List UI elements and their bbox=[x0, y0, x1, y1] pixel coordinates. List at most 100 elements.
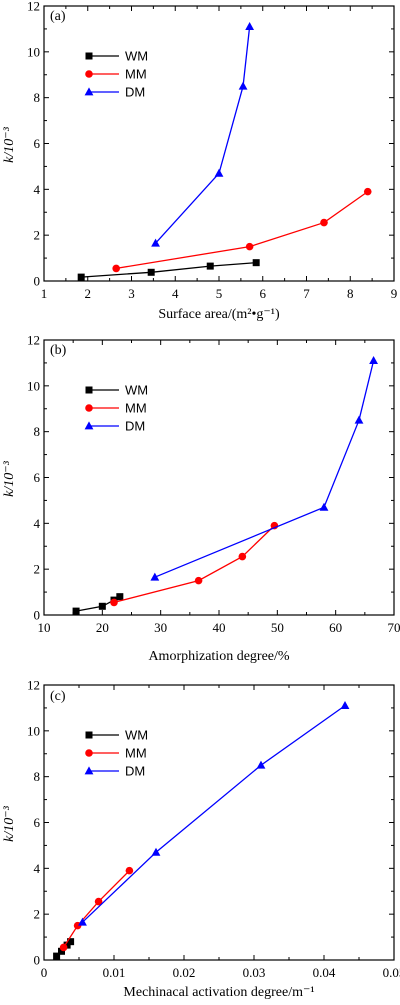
series-line bbox=[81, 262, 257, 278]
data-point bbox=[151, 847, 161, 856]
data-point bbox=[112, 264, 120, 273]
y-tick-label: 4 bbox=[34, 516, 41, 531]
x-tick-label: 0.02 bbox=[173, 965, 196, 980]
y-tick-label: 0 bbox=[34, 953, 41, 968]
series-wm bbox=[77, 259, 260, 281]
data-point bbox=[59, 943, 68, 952]
x-tick-label: 30 bbox=[154, 620, 167, 635]
x-tick-label: 0.04 bbox=[313, 965, 336, 980]
x-tick-label: 50 bbox=[271, 620, 284, 635]
data-point bbox=[151, 238, 160, 247]
data-point bbox=[67, 938, 75, 946]
y-tick-label: 2 bbox=[34, 562, 41, 577]
chart-panel-2: 10 20 30 40 50 60 70 0 2 4 6 8 10 12 Amorphization deg… bbox=[2, 333, 400, 665]
data-point bbox=[72, 607, 80, 615]
plot-frame bbox=[43, 5, 395, 282]
y-tick-label: 2 bbox=[34, 907, 41, 922]
x-tick-label: 40 bbox=[213, 620, 226, 635]
data-point bbox=[116, 593, 124, 601]
y-axis-label: k/10⁻³ bbox=[2, 126, 17, 162]
legend-marker bbox=[85, 386, 93, 394]
legend-marker bbox=[85, 404, 93, 412]
legend-marker bbox=[84, 87, 94, 96]
series-mm bbox=[59, 866, 134, 952]
x-axis-label: Amorphization degree/% bbox=[148, 649, 289, 664]
x-tick-label: 0 bbox=[41, 965, 48, 980]
legend: WM MM DM bbox=[84, 383, 148, 434]
series-dm bbox=[78, 701, 350, 926]
legend-label: WM bbox=[125, 383, 148, 398]
panel-label: (a) bbox=[50, 9, 66, 24]
y-tick-label: 8 bbox=[34, 90, 41, 105]
x-tick-label: 7 bbox=[303, 286, 310, 301]
legend-label: WM bbox=[125, 49, 148, 64]
series-dm bbox=[150, 356, 378, 581]
plot-frame bbox=[43, 339, 395, 616]
y-tick-label: 10 bbox=[27, 723, 40, 738]
x-tick-label: 0.05 bbox=[383, 965, 400, 980]
legend-marker bbox=[85, 70, 93, 78]
data-point bbox=[245, 22, 255, 31]
legend: WM MM DM bbox=[84, 728, 148, 779]
y-tick-label: 10 bbox=[27, 378, 40, 393]
y-tick-label: 6 bbox=[34, 470, 41, 485]
chart-panel-3: 0 0.01 0.02 0.03 0.04 0.05 0 2 4 6 8 10 12 Mechinacal… bbox=[2, 678, 400, 1001]
series-line bbox=[116, 191, 369, 270]
y-tick-label: 2 bbox=[34, 228, 41, 243]
y-tick-label: 0 bbox=[34, 608, 41, 623]
legend-label: MM bbox=[125, 67, 147, 82]
legend-label: MM bbox=[125, 401, 147, 416]
data-point bbox=[147, 268, 155, 276]
data-point bbox=[94, 897, 103, 906]
x-tick-label: 60 bbox=[329, 620, 342, 635]
data-point bbox=[110, 598, 118, 607]
x-tick-label: 2 bbox=[85, 286, 92, 301]
y-tick-label: 8 bbox=[34, 769, 41, 784]
data-point bbox=[319, 502, 329, 511]
data-point bbox=[98, 602, 106, 610]
x-tick-label: 4 bbox=[172, 286, 179, 301]
series-line bbox=[113, 525, 275, 604]
data-point bbox=[340, 701, 350, 710]
legend-label: WM bbox=[125, 728, 148, 743]
y-tick-label: 6 bbox=[34, 136, 41, 151]
data-point bbox=[78, 917, 87, 926]
series-line bbox=[82, 705, 346, 923]
y-tick-label: 12 bbox=[27, 0, 40, 14]
data-point bbox=[245, 242, 254, 251]
data-point bbox=[256, 760, 266, 769]
legend-marker bbox=[84, 766, 94, 775]
data-point bbox=[77, 273, 85, 281]
data-point bbox=[354, 415, 364, 424]
legend: WM MM DM bbox=[84, 49, 148, 100]
legend-label: DM bbox=[125, 419, 145, 434]
x-tick-label: 8 bbox=[347, 286, 354, 301]
y-tick-label: 4 bbox=[34, 861, 41, 876]
legend-label: DM bbox=[125, 764, 145, 779]
data-point bbox=[369, 356, 378, 365]
y-tick-label: 10 bbox=[27, 44, 40, 59]
y-tick-label: 4 bbox=[34, 182, 41, 197]
y-tick-label: 12 bbox=[27, 678, 40, 693]
series-mm bbox=[110, 521, 279, 607]
x-tick-label: 9 bbox=[391, 286, 398, 301]
series-mm bbox=[112, 187, 372, 273]
data-point bbox=[53, 952, 61, 960]
data-point bbox=[238, 81, 248, 90]
data-point bbox=[125, 866, 134, 875]
y-tick-label: 6 bbox=[34, 815, 41, 830]
x-tick-label: 6 bbox=[260, 286, 267, 301]
data-point bbox=[320, 218, 328, 227]
data-point bbox=[214, 168, 224, 177]
data-point bbox=[238, 552, 247, 561]
x-tick-label: 3 bbox=[128, 286, 135, 301]
data-point bbox=[194, 576, 203, 585]
x-tick-label: 10 bbox=[38, 620, 51, 635]
data-point bbox=[206, 262, 214, 270]
legend-marker bbox=[85, 749, 93, 757]
y-axis-label: k/10⁻³ bbox=[2, 460, 17, 496]
series-line bbox=[155, 26, 251, 244]
series-line bbox=[154, 360, 375, 578]
